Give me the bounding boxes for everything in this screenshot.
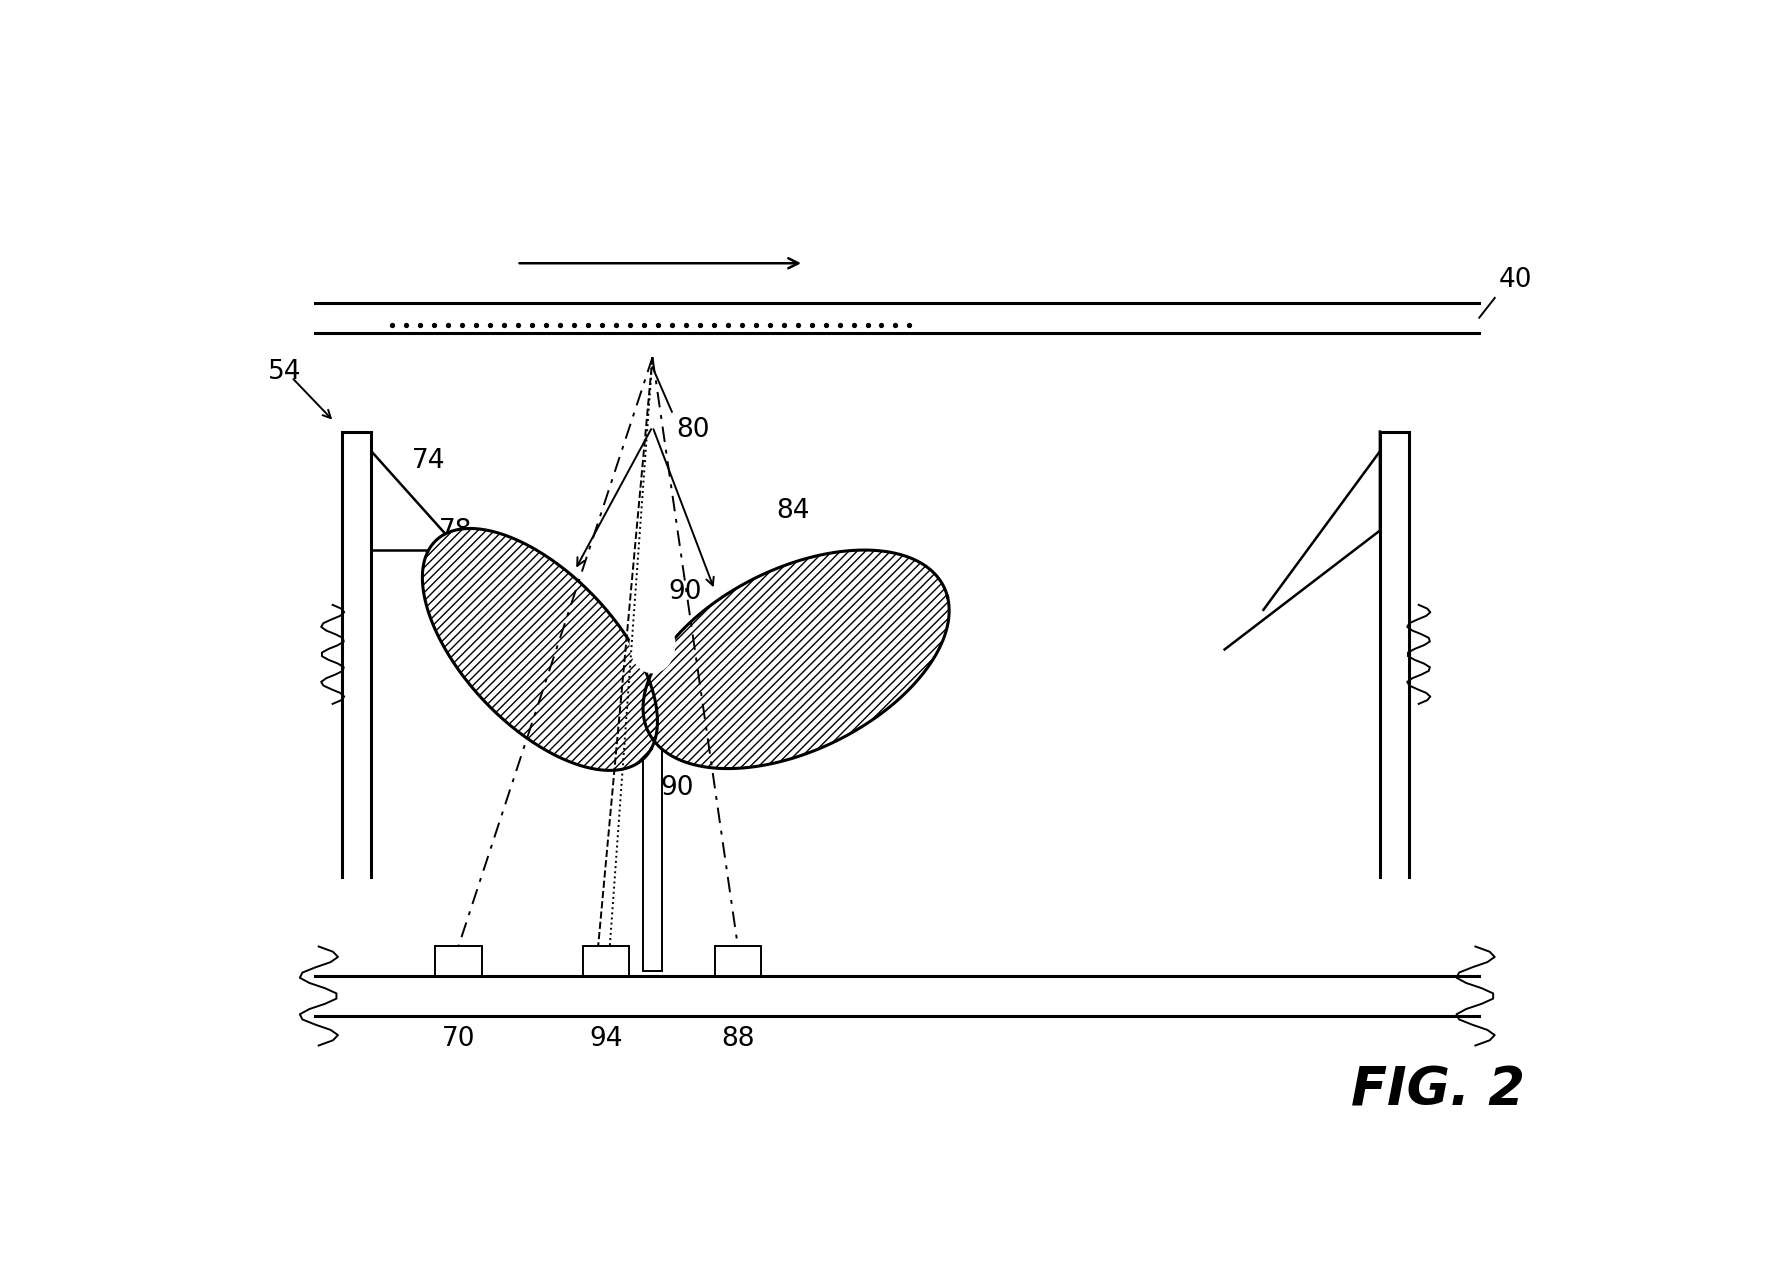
Bar (434, 946, 482, 976)
Text: 94: 94 (589, 1026, 622, 1052)
Circle shape (631, 617, 674, 673)
Text: 90: 90 (668, 579, 702, 604)
Text: 88: 88 (722, 1026, 755, 1052)
Text: 54: 54 (268, 359, 301, 386)
Text: 78: 78 (440, 517, 472, 544)
Bar (644, 673, 661, 971)
Text: 90: 90 (660, 775, 693, 801)
Text: 84: 84 (777, 498, 810, 523)
Bar (715, 946, 761, 976)
Polygon shape (422, 529, 658, 770)
Text: 40: 40 (1498, 267, 1532, 293)
Text: 70: 70 (441, 1026, 475, 1052)
Text: 74: 74 (411, 449, 445, 475)
Polygon shape (644, 550, 949, 769)
Text: FIG. 2: FIG. 2 (1351, 1064, 1525, 1116)
Bar (583, 946, 629, 976)
Text: 80: 80 (676, 417, 709, 442)
